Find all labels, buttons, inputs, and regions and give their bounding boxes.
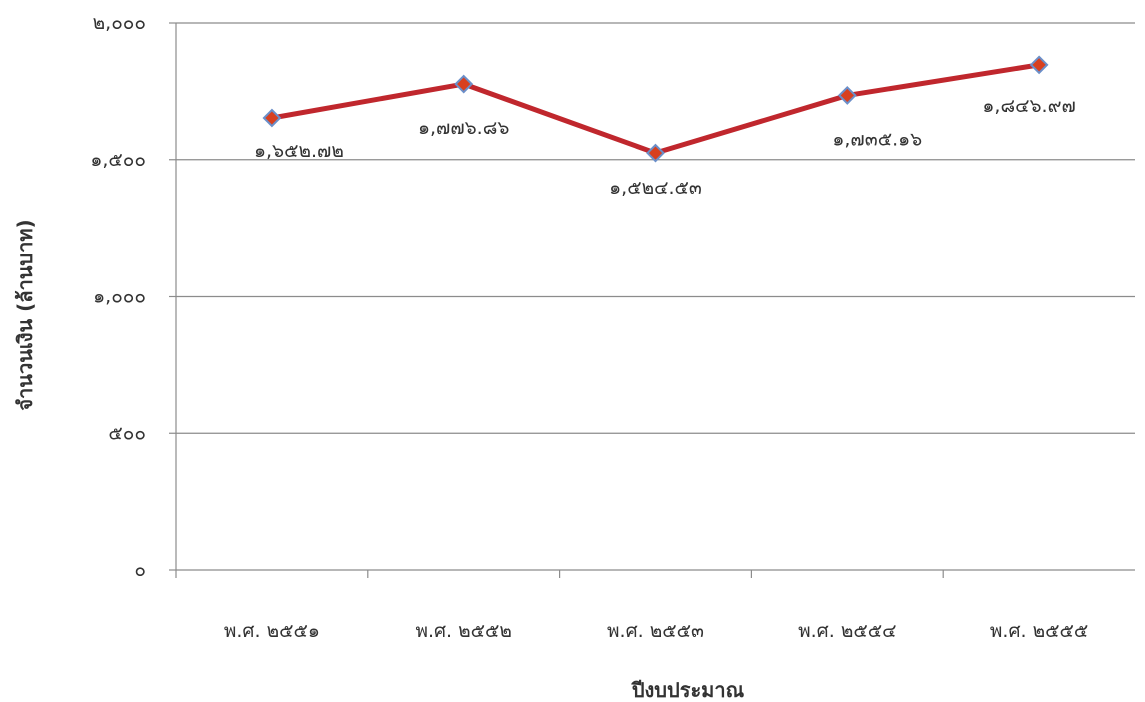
series-group <box>262 55 1049 163</box>
data-point-marker <box>1029 55 1049 75</box>
data-point-marker <box>646 143 665 163</box>
x-tick-labels: พ.ศ. ๒๕๕๑ พ.ศ. ๒๕๕๒ พ.ศ. ๒๕๕๓ พ.ศ. ๒๕๕๔ พ.ศ.… <box>224 620 1088 642</box>
x-tick-label: พ.ศ. ๒๕๕๓ <box>607 620 704 642</box>
data-labels: ๑,๖๕๒.๗๒ ๑,๗๗๖.๘๖๑,๕๒๔.๕๓ ๑,๗๓๕.๑๖ ๑,๘๔๖.๙๗ <box>254 95 1076 199</box>
y-tick-label: ๑,๐๐๐ <box>93 286 146 308</box>
x-tick-label: พ.ศ. ๒๕๕๕ <box>990 620 1088 642</box>
data-point-marker <box>262 108 282 128</box>
gridlines <box>176 22 1135 434</box>
data-point-marker <box>837 86 857 105</box>
data-point-marker <box>454 74 474 94</box>
x-tick-label: พ.ศ. ๒๕๕๔ <box>798 620 896 642</box>
x-tick-label: พ.ศ. ๒๕๕๑ <box>224 620 320 642</box>
y-tick-label: ๑,๕๐๐ <box>90 149 146 171</box>
data-label: ๑,๗๓๕.๑๖ <box>832 128 922 150</box>
y-tick-label: ๐ <box>134 559 146 581</box>
series-line <box>269 62 1042 156</box>
y-tick-label: ๕๐๐ <box>108 422 146 444</box>
axes <box>169 22 1135 578</box>
y-tick-labels: ๐ ๕๐๐ ๑,๐๐๐ ๑,๕๐๐ ๒,๐๐๐ <box>90 12 146 581</box>
data-label: ๑,๕๒๔.๕๓ <box>609 177 702 199</box>
y-tick-label: ๒,๐๐๐ <box>93 12 146 34</box>
data-label: ๑,๖๕๒.๗๒ <box>254 140 344 162</box>
data-label: ๑,๗๗๖.๘๖ <box>418 117 510 139</box>
data-label: ๑,๘๔๖.๙๗ <box>982 95 1075 117</box>
x-axis-title: ปีงบประมาณ <box>631 678 745 702</box>
x-tick-label: พ.ศ. ๒๕๕๒ <box>415 620 512 642</box>
y-axis-title: จำนวนเงิน (ล้านบาท) <box>13 219 37 410</box>
